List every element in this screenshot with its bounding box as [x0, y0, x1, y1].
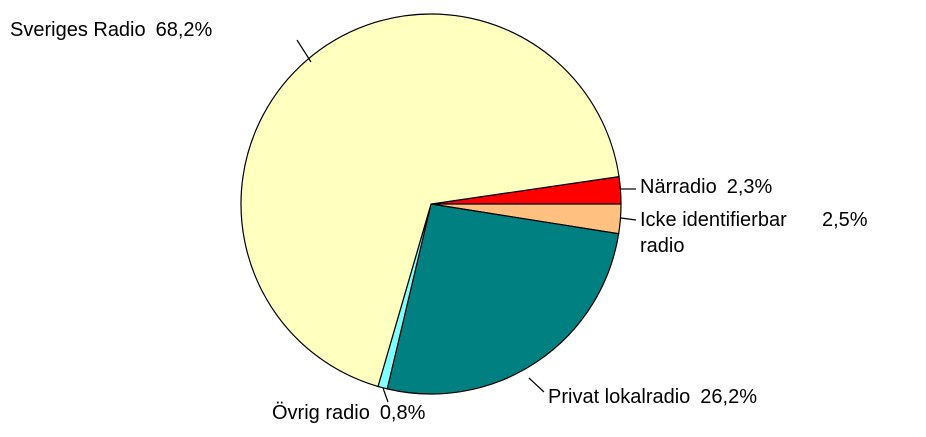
leader-line	[382, 387, 389, 403]
slice-value: 0,8%	[379, 402, 426, 424]
slice-name: Övrig radio	[272, 402, 370, 424]
pie-slice	[386, 203, 620, 395]
pie-slice	[240, 13, 620, 388]
slice-name: Sveriges Radio	[10, 19, 146, 41]
slice-value: 68,2%	[155, 19, 213, 41]
slice-label: Övrig radio 0,8%	[272, 400, 425, 426]
leader-line	[620, 217, 637, 221]
slice-name: Närradio	[640, 176, 717, 198]
leader-lines	[296, 39, 637, 403]
leader-line	[296, 39, 312, 63]
slice-label: Närradio 2,3%	[640, 174, 772, 200]
slice-label: Sveriges Radio 68,2%	[10, 17, 212, 43]
slice-name: Icke identifierbar radio	[640, 209, 787, 257]
slice-label: Privat lokalradio 26,2%	[548, 384, 757, 410]
slice-name: Privat lokalradio	[548, 386, 691, 408]
slice-value: 2,3%	[726, 176, 773, 198]
leader-line	[528, 377, 545, 393]
slice-value: 2,5%	[822, 209, 868, 231]
slice-label: Icke identifierbar radio 2,5%	[640, 207, 868, 259]
slice-value: 26,2%	[700, 386, 758, 408]
